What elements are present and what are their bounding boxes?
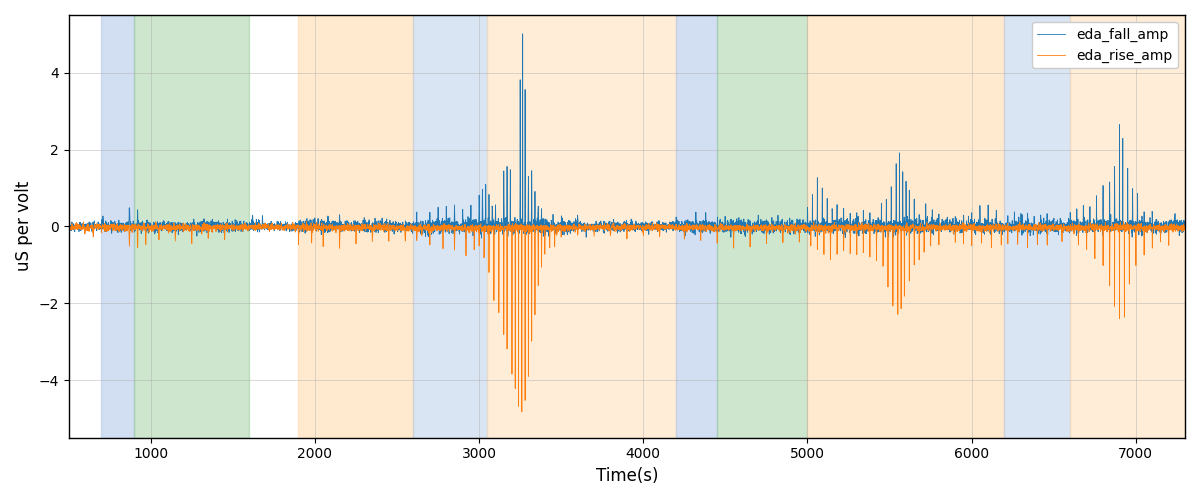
eda_rise_amp (193, 223, 208, 229)
eda_fall_amp (743, 224, 757, 230)
Bar (134, 15, 250, 438)
eda_rise_amp (299, 218, 313, 224)
Bar (676, 15, 718, 438)
eda_rise_amp (743, 224, 757, 230)
eda_rise_amp (292, 230, 306, 236)
Bar (808, 15, 1004, 438)
eda_rise_amp (61, 225, 76, 231)
Bar (299, 15, 414, 438)
eda_rise_amp (623, 228, 637, 234)
eda_rise_amp (515, 409, 529, 415)
eda_fall_amp (292, 219, 306, 225)
eda_fall_amp (458, 236, 473, 242)
eda_fall_amp (61, 224, 76, 230)
Bar (414, 15, 487, 438)
Line: eda_rise_amp: eda_rise_amp (68, 222, 1186, 412)
eda_fall_amp (193, 222, 208, 228)
eda_fall_amp (623, 225, 637, 231)
Legend: eda_fall_amp, eda_rise_amp: eda_fall_amp, eda_rise_amp (1032, 22, 1178, 68)
Bar (1004, 15, 1070, 438)
Bar (718, 15, 808, 438)
eda_fall_amp (516, 31, 530, 37)
eda_fall_amp (944, 222, 959, 228)
Bar (487, 15, 676, 438)
eda_rise_amp (1142, 221, 1157, 227)
X-axis label: Time(s): Time(s) (595, 467, 658, 485)
Bar (1070, 15, 1184, 438)
eda_fall_amp (1142, 226, 1157, 232)
eda_rise_amp (1178, 223, 1193, 229)
Y-axis label: uS per volt: uS per volt (16, 181, 34, 272)
Bar (102, 15, 134, 438)
eda_rise_amp (944, 223, 959, 229)
Line: eda_fall_amp: eda_fall_amp (68, 34, 1186, 239)
eda_fall_amp (1178, 222, 1193, 228)
